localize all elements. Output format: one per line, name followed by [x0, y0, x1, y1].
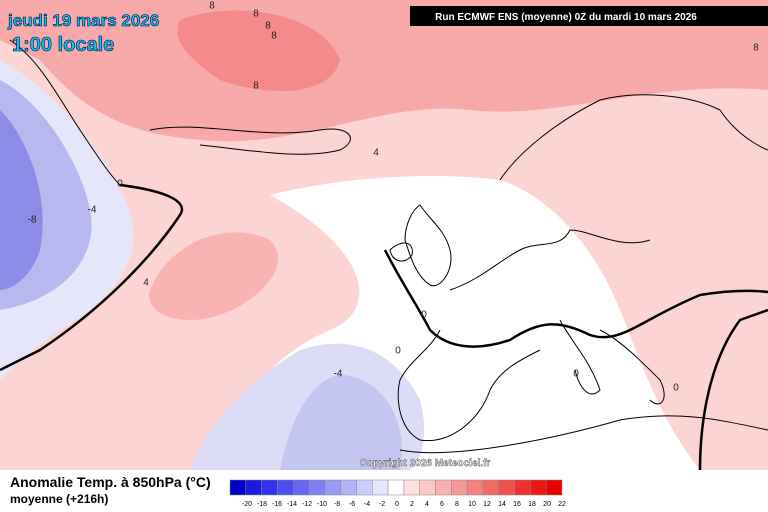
- scale-label: 2: [410, 501, 414, 508]
- contour-label: 8: [253, 81, 259, 92]
- contour-label: 4: [143, 278, 149, 289]
- contour-label: -4: [334, 369, 343, 380]
- scale-swatch: [530, 479, 547, 496]
- scale-label: 16: [513, 501, 521, 508]
- scale-label: -12: [302, 501, 312, 508]
- color-scale: -20 -18 -16 -14 -12 -10 -8 -6 -4 -2 0 2 4 6 8 10 12 14 16 1…: [229, 479, 566, 508]
- scale-swatch: [356, 479, 373, 496]
- contour-zero: [698, 308, 768, 471]
- scale-swatch: [451, 479, 468, 496]
- coast-greenland: [9, 39, 121, 186]
- scale-label: -4: [364, 501, 370, 508]
- coast-scandinavia: [499, 94, 768, 181]
- contour-label: 8: [253, 9, 259, 20]
- contour-label: -8: [28, 215, 37, 226]
- contour-label: 8: [271, 31, 277, 42]
- coastlines: [9, 39, 768, 454]
- scale-label: -16: [272, 501, 282, 508]
- scale-swatch: [292, 479, 310, 496]
- coast-iberia: [397, 329, 541, 442]
- contour-label: 0: [117, 179, 123, 190]
- scale-label: -18: [257, 501, 267, 508]
- contour-label: 0: [573, 369, 579, 380]
- contour-label: 0: [421, 310, 427, 321]
- scale-label: -10: [317, 501, 327, 508]
- scale-swatch: [340, 479, 357, 496]
- scale-label: 10: [468, 501, 476, 508]
- legend-title: Anomalie Temp. à 850hPa (°C): [10, 474, 211, 490]
- contour-label: 4: [373, 148, 379, 159]
- scale-label: 20: [543, 501, 551, 508]
- coast-ireland: [389, 242, 413, 262]
- scale-swatch: [498, 479, 515, 496]
- scale-label: 14: [498, 501, 506, 508]
- scale-swatch: [261, 479, 278, 496]
- scale-swatch: [545, 479, 563, 496]
- scale-label: 4: [425, 501, 429, 508]
- scale-swatch: [245, 479, 262, 496]
- coast-north-europe: [449, 229, 651, 291]
- map-date: jeudi 19 mars 2026: [7, 11, 159, 30]
- scale-swatch: [324, 479, 341, 496]
- scale-label: -6: [349, 501, 355, 508]
- scale-swatch: [229, 479, 247, 496]
- scale-swatch: [277, 479, 294, 496]
- coast-britain: [404, 204, 452, 287]
- scale-swatch: [514, 479, 531, 496]
- contour-label: 8: [209, 1, 215, 12]
- scale-swatch: [435, 479, 452, 496]
- contour-zero: [383, 249, 768, 348]
- coast-italy: [559, 319, 601, 395]
- scale-label: -20: [242, 501, 252, 508]
- scale-label: 0: [395, 501, 399, 508]
- scale-swatch: [466, 479, 484, 496]
- copyright: Copyright 2026 Meteociel.fr: [360, 458, 491, 469]
- scale-swatch: [482, 479, 500, 496]
- field-colder-west: [0, 110, 43, 290]
- run-box: [410, 6, 768, 26]
- map-time: 1:00 locale: [12, 34, 114, 56]
- coast-balkans: [599, 329, 665, 405]
- scale-swatch: [419, 479, 436, 496]
- contour-label: 8: [753, 43, 759, 54]
- scale-label: -2: [379, 501, 385, 508]
- zero-contours: [0, 183, 768, 471]
- scale-swatch: [403, 479, 420, 496]
- coast-africa: [399, 415, 768, 454]
- legend-subtitle: moyenne (+216h): [10, 492, 108, 506]
- coast-arctic: [149, 126, 351, 155]
- scale-label: 18: [528, 501, 536, 508]
- scale-label: -8: [334, 501, 340, 508]
- field-warm-core: [177, 10, 340, 92]
- scale-label: 22: [558, 501, 566, 508]
- scale-swatch: [308, 479, 326, 496]
- field-warm-atlantic: [149, 232, 279, 320]
- contour-label: 8: [265, 21, 271, 32]
- scale-label: -14: [287, 501, 297, 508]
- scale-label: 6: [440, 501, 444, 508]
- scale-label: 12: [483, 501, 491, 508]
- scale-swatch: [372, 479, 389, 496]
- contour-zero: [0, 183, 184, 372]
- scale-swatch: [387, 479, 405, 496]
- field-cool-core: [280, 375, 402, 470]
- run-info: Run ECMWF ENS (moyenne) 0Z du mardi 10 m…: [435, 12, 697, 23]
- contour-label: 0: [673, 383, 679, 394]
- scale-label: 8: [455, 501, 459, 508]
- contour-label: -4: [88, 205, 97, 216]
- contour-label: 0: [395, 346, 401, 357]
